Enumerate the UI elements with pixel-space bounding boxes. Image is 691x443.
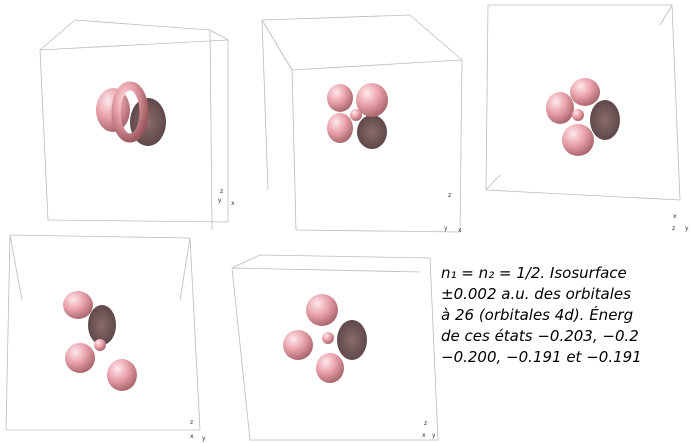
axis-label: y [218, 197, 222, 204]
panel: z y x [40, 20, 235, 230]
caption-line: à 26 (orbitales 4d). Énerg [441, 305, 633, 324]
panel: x z y [486, 5, 689, 232]
axis-label: x [422, 432, 426, 439]
axis-label: z [672, 225, 675, 232]
axis-label: x [190, 433, 194, 440]
page: z y x z y x x z y [0, 0, 691, 443]
axis-label: y [432, 432, 436, 439]
axis-label: y [444, 225, 448, 232]
figure: z y x z y x x z y [0, 0, 691, 443]
panel: z y x [262, 15, 462, 234]
axis-label: x [231, 200, 235, 207]
axis-label: z [448, 192, 451, 199]
axis-label: y [685, 225, 689, 232]
axis-label: y [202, 435, 206, 442]
caption-line: −0.200, −0.191 et −0.191 [441, 348, 642, 366]
caption-line: de ces états −0.203, −0.2 [441, 327, 639, 345]
caption-line: n₁ = n₂ = 1/2. Isosurface [441, 264, 627, 282]
axis-label: x [458, 227, 462, 234]
caption-line: ±0.002 a.u. des orbitales [441, 285, 631, 303]
axis-label: x [673, 213, 677, 220]
axis-label: z [190, 419, 193, 426]
axis-label: z [424, 420, 427, 427]
panel: z x y [6, 235, 206, 442]
axis-label: z [220, 188, 223, 195]
panel: z x y [232, 255, 438, 440]
